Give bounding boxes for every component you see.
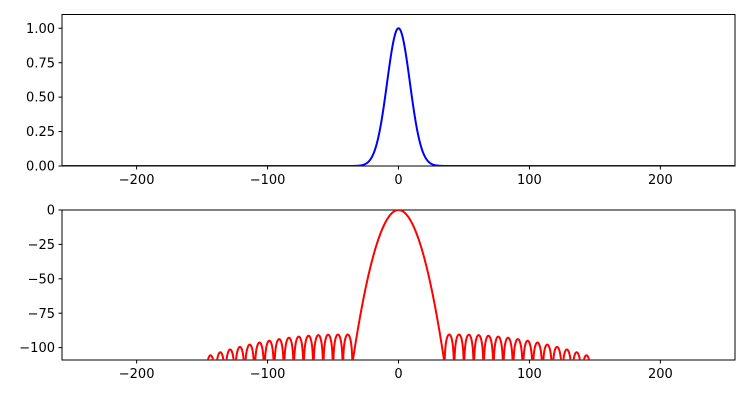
y-tick-label: −50 xyxy=(28,272,55,287)
gaussian-window-plot-curve xyxy=(62,27,735,166)
x-tick-label: 200 xyxy=(648,367,673,382)
y-tick-label: 1.00 xyxy=(26,22,55,37)
y-tick-label: −100 xyxy=(19,341,55,356)
log-magnitude-plot-curve xyxy=(206,210,591,360)
x-tick-label: 100 xyxy=(517,367,542,382)
y-tick-label: −75 xyxy=(28,307,55,322)
axes-spines xyxy=(61,209,736,361)
log-magnitude-plot: −200 −100 0 100 200 0 −25 −50 −75 −100 xyxy=(19,204,736,382)
y-tick-label: 0.25 xyxy=(26,125,55,140)
y-tick-label: 0.75 xyxy=(26,56,55,71)
axes-spines xyxy=(61,14,736,167)
x-tick-label: 0 xyxy=(394,367,402,382)
x-tick-label: 0 xyxy=(394,173,402,188)
x-tick-label: −100 xyxy=(250,367,286,382)
y-tick-label: 0 xyxy=(47,204,55,219)
x-tick-label: −100 xyxy=(250,173,286,188)
x-tick-label: −200 xyxy=(119,367,155,382)
x-tick-label: 100 xyxy=(517,173,542,188)
x-tick-label: −200 xyxy=(119,173,155,188)
x-tick-label: 200 xyxy=(648,173,673,188)
y-tick-label: 0.50 xyxy=(26,91,55,106)
y-tick-label: −25 xyxy=(28,238,55,253)
y-tick-label: 0.00 xyxy=(26,160,55,175)
gaussian-window-plot: −200 −100 0 100 200 0.00 0.25 0.50 0.75 1.00 xyxy=(26,14,736,188)
